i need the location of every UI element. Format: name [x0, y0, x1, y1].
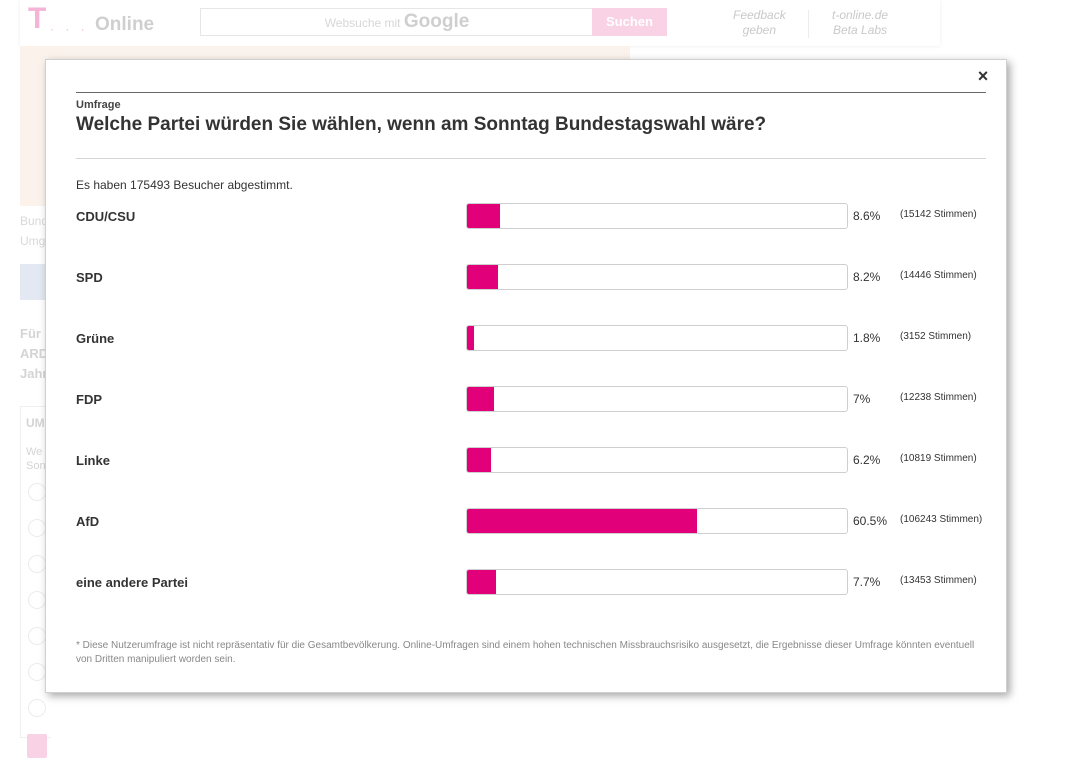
poll-results-modal: × Umfrage Welche Partei würden Sie wähle… [45, 59, 1007, 693]
result-bar-fill [467, 509, 697, 533]
poll-radio-option[interactable] [28, 699, 46, 717]
voter-count: Es haben 175493 Besucher abgestimmt. [76, 178, 293, 192]
google-logo: Google [403, 11, 470, 32]
result-vote-count: (13453 Stimmen) [900, 575, 977, 586]
result-percentage: 8.2% [853, 270, 881, 284]
result-bar-track [466, 569, 848, 595]
result-bar-track [466, 264, 848, 290]
poll-radio-option[interactable] [28, 627, 46, 645]
result-bar-fill [467, 570, 496, 594]
result-row: FDP 7% (12238 Stimmen) [76, 386, 986, 412]
result-row: AfD 60.5% (106243 Stimmen) [76, 508, 986, 534]
poll-radio-option[interactable] [28, 663, 46, 681]
feedback-line-2: geben [742, 23, 777, 37]
poll-radio-option[interactable] [28, 483, 46, 501]
result-row: CDU/CSU 8.6% (15142 Stimmen) [76, 203, 986, 229]
article-teaser-line-3: Jahr [20, 366, 48, 381]
party-label: CDU/CSU [76, 209, 136, 224]
result-row: eine andere Partei 7.7% (13453 Stimmen) [76, 569, 986, 595]
teaser-caption-2: Umg [20, 234, 46, 248]
result-bar-fill [467, 326, 474, 350]
result-vote-count: (10819 Stimmen) [900, 453, 977, 464]
party-label: AfD [76, 514, 100, 529]
facebook-icon[interactable] [20, 264, 48, 300]
party-label: SPD [76, 270, 103, 285]
poll-radio-option[interactable] [28, 591, 46, 609]
result-bar-track [466, 203, 848, 229]
result-bar-fill [467, 204, 500, 228]
web-search-input[interactable]: Websuche mit Google [200, 8, 593, 36]
party-label: Linke [76, 453, 110, 468]
article-teaser-line-2: ARD [20, 346, 49, 361]
result-bar-fill [467, 265, 498, 289]
disclaimer-footnote: * Diese Nutzerumfrage ist nicht repräsen… [76, 640, 975, 665]
close-icon[interactable]: × [977, 66, 989, 86]
result-vote-count: (12238 Stimmen) [900, 392, 977, 403]
result-percentage: 60.5% [853, 514, 888, 528]
poll-widget-title: UM [26, 416, 45, 430]
beta-labs-line-2: Beta Labs [833, 23, 888, 37]
result-vote-count: (3152 Stimmen) [900, 331, 972, 342]
top-divider [76, 92, 986, 93]
result-bar-track [466, 447, 848, 473]
teaser-caption-1: Bund [20, 214, 49, 228]
beta-labs-line-1: t-online.de [832, 8, 889, 22]
result-vote-count: (15142 Stimmen) [900, 209, 977, 220]
poll-widget-text-1: We [26, 446, 43, 458]
result-row: Linke 6.2% (10819 Stimmen) [76, 447, 986, 473]
poll-question: Welche Partei würden Sie wählen, wenn am… [76, 114, 767, 135]
result-percentage: 6.2% [853, 453, 881, 467]
poll-widget-text-2: Son [26, 460, 46, 472]
feedback-link[interactable]: Feedback geben [733, 8, 786, 38]
poll-radio-option[interactable] [28, 519, 46, 537]
result-percentage: 7% [853, 392, 871, 406]
party-label: Grüne [76, 331, 115, 346]
search-placeholder: Websuche mit [324, 16, 401, 30]
result-row: Grüne 1.8% (3152 Stimmen) [76, 325, 986, 351]
result-row: SPD 8.2% (14446 Stimmen) [76, 264, 986, 290]
result-bar-fill [467, 448, 491, 472]
poll-radio-option[interactable] [28, 555, 46, 573]
article-teaser-line-1: Für [20, 326, 41, 341]
brand-logo-dots: · · · [50, 22, 89, 36]
result-bar-track [466, 386, 848, 412]
result-percentage: 7.7% [853, 575, 881, 589]
search-button[interactable]: Suchen [592, 8, 667, 36]
question-divider [76, 158, 986, 159]
result-bar-track [466, 325, 848, 351]
party-label: FDP [76, 392, 102, 407]
poll-submit-button[interactable] [27, 734, 47, 758]
party-label: eine andere Partei [76, 575, 188, 590]
brand-logo-t[interactable]: T [28, 2, 49, 35]
result-percentage: 1.8% [853, 331, 881, 345]
result-bar-track [466, 508, 848, 534]
result-vote-count: (14446 Stimmen) [900, 270, 977, 281]
header-divider [808, 10, 809, 38]
result-vote-count: (106243 Stimmen) [900, 514, 983, 525]
result-percentage: 8.6% [853, 209, 881, 223]
modal-kicker: Umfrage [76, 99, 121, 111]
feedback-line-1: Feedback [733, 8, 786, 22]
beta-labs-link[interactable]: t-online.de Beta Labs [832, 8, 888, 38]
result-bar-fill [467, 387, 494, 411]
brand-logo-online[interactable]: Online [95, 14, 155, 35]
